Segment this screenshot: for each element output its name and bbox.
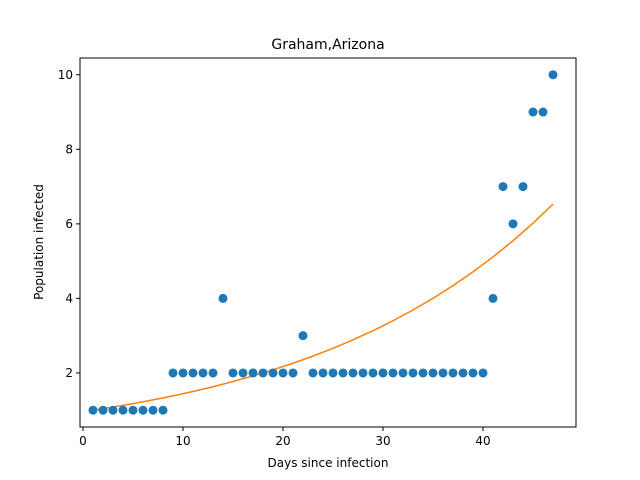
y-tick-label: 4 xyxy=(65,291,73,305)
data-point xyxy=(178,368,188,378)
data-point xyxy=(338,368,348,378)
x-tick-label: 40 xyxy=(475,434,490,448)
y-tick-label: 10 xyxy=(58,68,73,82)
data-point xyxy=(478,368,488,378)
data-point xyxy=(278,368,288,378)
data-point xyxy=(528,107,538,117)
data-point xyxy=(458,368,468,378)
data-point xyxy=(288,368,298,378)
plot-area xyxy=(88,70,558,415)
data-point xyxy=(398,368,408,378)
data-point xyxy=(168,368,178,378)
data-point xyxy=(418,368,428,378)
fit-curve-line xyxy=(92,203,554,411)
data-point xyxy=(348,368,358,378)
data-point xyxy=(108,405,118,415)
x-tick-label: 20 xyxy=(275,434,290,448)
data-point xyxy=(118,405,128,415)
data-point xyxy=(488,293,498,303)
data-point xyxy=(308,368,318,378)
x-tick-label: 0 xyxy=(79,434,87,448)
data-point xyxy=(238,368,248,378)
y-tick-label: 6 xyxy=(65,217,73,231)
data-point xyxy=(408,368,418,378)
data-point xyxy=(518,182,528,192)
data-point xyxy=(128,405,138,415)
data-point xyxy=(258,368,268,378)
data-point xyxy=(298,331,308,341)
data-point xyxy=(428,368,438,378)
data-point xyxy=(188,368,198,378)
x-axis-label: Days since infection xyxy=(268,456,389,470)
axes-frame xyxy=(79,57,577,428)
data-point xyxy=(158,405,168,415)
y-axis-ticks: 2 4 6 8 10 xyxy=(58,68,80,380)
data-point xyxy=(388,368,398,378)
data-point xyxy=(88,405,98,415)
y-axis-label: Population infected xyxy=(32,184,46,300)
data-point xyxy=(148,405,158,415)
data-point xyxy=(538,107,548,117)
data-point xyxy=(248,368,258,378)
data-point xyxy=(198,368,208,378)
y-tick-label: 2 xyxy=(65,366,73,380)
data-point xyxy=(548,70,558,80)
data-point xyxy=(218,293,228,303)
data-point xyxy=(498,182,508,192)
data-point xyxy=(468,368,478,378)
data-point xyxy=(328,368,338,378)
data-point xyxy=(98,405,108,415)
data-point xyxy=(208,368,218,378)
data-point xyxy=(438,368,448,378)
data-point xyxy=(138,405,148,415)
data-point xyxy=(368,368,378,378)
data-point xyxy=(358,368,368,378)
x-tick-label: 10 xyxy=(175,434,190,448)
data-point xyxy=(228,368,238,378)
data-point xyxy=(318,368,328,378)
data-point xyxy=(268,368,278,378)
data-point xyxy=(508,219,518,229)
x-axis-ticks: 0 10 20 30 40 xyxy=(79,427,491,448)
data-point xyxy=(448,368,458,378)
chart-title: Graham,Arizona xyxy=(271,37,384,53)
x-tick-label: 30 xyxy=(375,434,390,448)
data-point xyxy=(378,368,388,378)
y-tick-label: 8 xyxy=(65,142,73,156)
